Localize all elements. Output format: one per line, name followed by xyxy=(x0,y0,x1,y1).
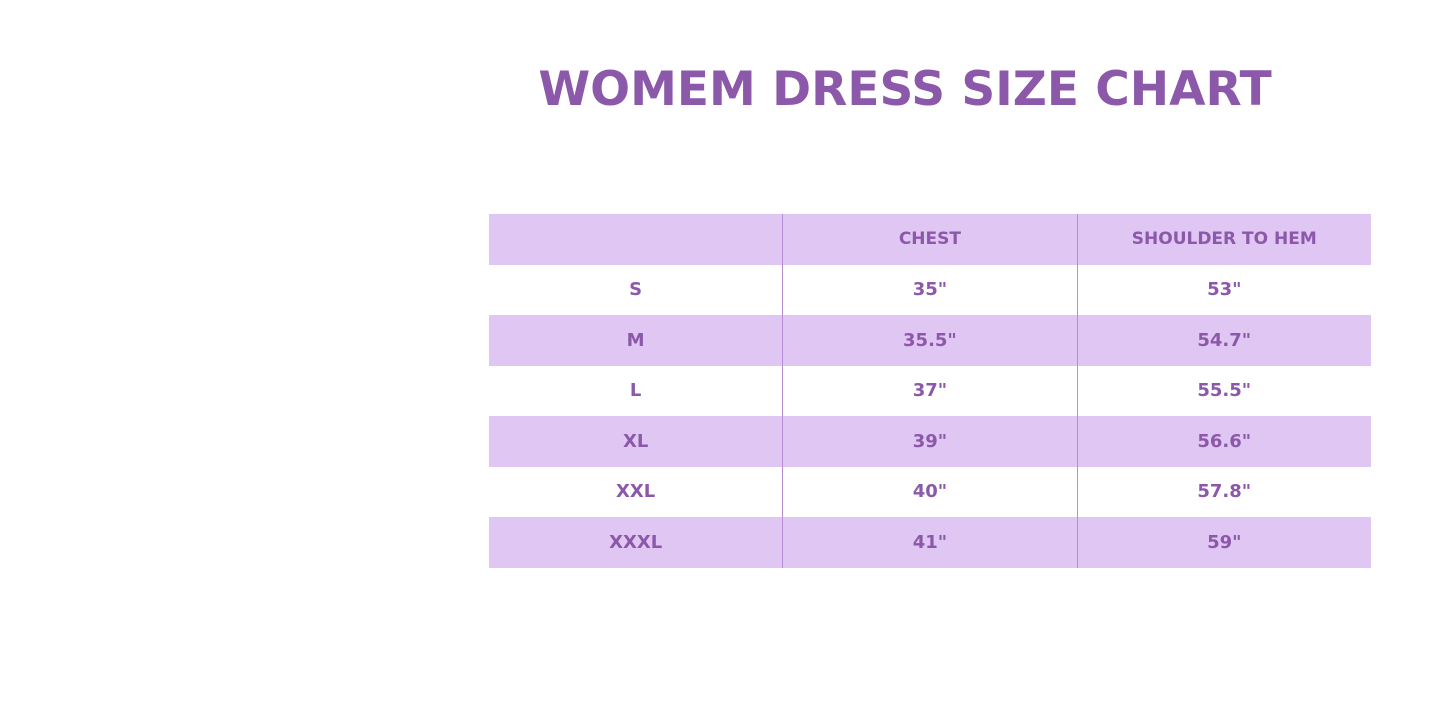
chest-cell: 35.5" xyxy=(782,315,1078,366)
shoulder-to-hem-cell: 55.5" xyxy=(1076,365,1371,416)
size-chart-table: CHEST SHOULDER TO HEM S 35" 53" M 35.5" … xyxy=(489,214,1371,568)
header-size xyxy=(489,214,783,265)
header-shoulder-to-hem: SHOULDER TO HEM xyxy=(1076,214,1371,265)
page-title: WOMEM DRESS SIZE CHART xyxy=(538,62,1272,117)
table-row: M 35.5" 54.7" xyxy=(489,315,1371,366)
chest-cell: 41" xyxy=(782,517,1078,568)
header-row: CHEST SHOULDER TO HEM xyxy=(489,214,1371,265)
chest-cell: 35" xyxy=(782,264,1078,315)
shoulder-to-hem-cell: 57.8" xyxy=(1076,466,1371,517)
shoulder-to-hem-cell: 54.7" xyxy=(1076,315,1371,366)
size-cell: XL xyxy=(489,416,783,467)
table-row: XXL 40" 57.8" xyxy=(489,466,1371,517)
table-row: XL 39" 56.6" xyxy=(489,416,1371,467)
header-chest: CHEST xyxy=(782,214,1078,265)
size-cell: XXL xyxy=(616,481,656,503)
shoulder-to-hem-cell: 59" xyxy=(1076,517,1371,568)
shoulder-to-hem-cell: 56.6" xyxy=(1076,416,1371,467)
table-row: L 37" 55.5" xyxy=(489,365,1371,416)
size-cell: S xyxy=(629,279,643,301)
size-cell: XXXL xyxy=(489,517,783,568)
size-cell: M xyxy=(489,315,783,366)
chest-cell: 40" xyxy=(782,466,1078,517)
chest-cell: 39" xyxy=(782,416,1078,467)
table-row: S 35" 53" xyxy=(489,264,1371,315)
table-row: XXXL 41" 59" xyxy=(489,517,1371,568)
chest-cell: 37" xyxy=(782,365,1078,416)
size-cell: L xyxy=(629,380,642,402)
shoulder-to-hem-cell: 53" xyxy=(1076,264,1371,315)
